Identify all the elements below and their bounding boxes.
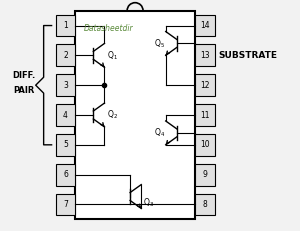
Polygon shape (195, 74, 214, 96)
Text: 2: 2 (63, 51, 68, 60)
Polygon shape (56, 104, 76, 126)
Text: 8: 8 (202, 200, 207, 209)
Text: Datasheetdir: Datasheetdir (83, 24, 133, 33)
Polygon shape (56, 164, 76, 185)
Polygon shape (56, 194, 76, 215)
Polygon shape (195, 194, 214, 215)
Text: 5: 5 (63, 140, 68, 149)
Text: Q$_4$: Q$_4$ (154, 127, 165, 139)
Polygon shape (56, 134, 76, 156)
Polygon shape (195, 15, 214, 36)
Text: Q$_5$: Q$_5$ (154, 37, 165, 50)
Polygon shape (195, 164, 214, 185)
Polygon shape (195, 104, 214, 126)
Polygon shape (195, 134, 214, 156)
Text: 9: 9 (202, 170, 207, 179)
Text: 11: 11 (200, 110, 209, 119)
Polygon shape (195, 44, 214, 66)
Text: 1: 1 (63, 21, 68, 30)
Polygon shape (56, 44, 76, 66)
Text: Q$_3$: Q$_3$ (143, 197, 154, 209)
Text: 10: 10 (200, 140, 209, 149)
Text: 13: 13 (200, 51, 209, 60)
Text: 12: 12 (200, 81, 209, 90)
Text: 3: 3 (63, 81, 68, 90)
Text: PAIR: PAIR (13, 86, 34, 95)
Polygon shape (76, 11, 195, 219)
Polygon shape (56, 15, 76, 36)
Text: Q$_2$: Q$_2$ (107, 109, 118, 121)
Text: 14: 14 (200, 21, 209, 30)
Text: 6: 6 (63, 170, 68, 179)
Polygon shape (56, 74, 76, 96)
Text: DIFF.: DIFF. (12, 71, 35, 80)
Text: 4: 4 (63, 110, 68, 119)
Text: SUBSTRATE: SUBSTRATE (219, 51, 278, 60)
Text: Q$_1$: Q$_1$ (107, 49, 118, 62)
Text: 7: 7 (63, 200, 68, 209)
